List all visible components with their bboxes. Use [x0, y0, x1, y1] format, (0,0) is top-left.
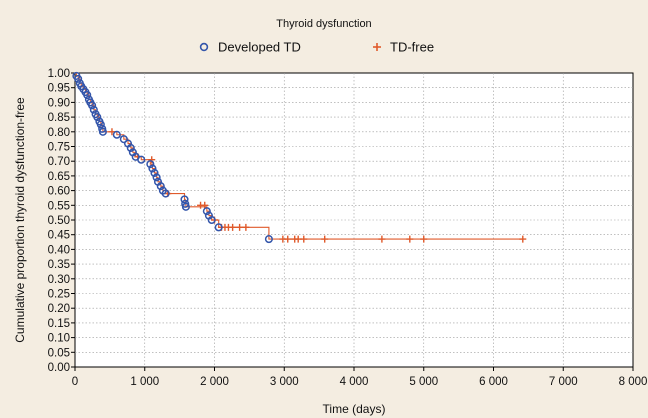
- y-tick-label: 0.55: [48, 200, 70, 212]
- y-tick-label: 0.50: [48, 215, 70, 227]
- developed-td-point: [264, 235, 273, 244]
- developed-td-point: [83, 91, 92, 100]
- td-free-point: [201, 201, 209, 209]
- legend-label-td-free: TD-free: [390, 40, 434, 55]
- grid: [75, 73, 633, 367]
- developed-td-point: [207, 215, 216, 225]
- x-tick-labels: 0 1 000 2 000 3 000 4 000 5 000 6 000 7 000 8 00…: [72, 376, 648, 388]
- x-tick-label: 4 000: [340, 376, 369, 388]
- y-tick-label: 0.70: [48, 156, 70, 168]
- developed-td-point: [126, 143, 135, 153]
- y-tick-label: 0.65: [48, 171, 70, 183]
- legend-marker-developed-td: [199, 42, 209, 52]
- x-axis-label: Time (days): [323, 402, 386, 416]
- y-tick-label: 0.10: [48, 333, 70, 345]
- developed-td-point: [214, 223, 223, 232]
- developed-td-point: [180, 195, 189, 204]
- x-tick-label: 1 000: [130, 376, 159, 388]
- developed-td-point: [88, 101, 97, 110]
- td-free-point: [229, 223, 237, 231]
- legend-title: Thyroid dysfunction: [276, 18, 371, 30]
- x-tick-label: 0: [72, 376, 78, 388]
- x-tick-label: 7 000: [549, 376, 578, 388]
- developed-td-point: [152, 173, 161, 182]
- developed-td-point: [119, 135, 128, 144]
- td-free-point: [321, 235, 329, 243]
- y-tick-label: 0.30: [48, 274, 70, 286]
- y-tick-label: 1.00: [48, 68, 70, 80]
- ticks: [71, 72, 634, 371]
- td-free-point: [378, 235, 386, 243]
- x-tick-label: 5 000: [409, 376, 438, 388]
- y-tick-label: 0.95: [48, 83, 70, 95]
- developed-td-point: [156, 182, 165, 191]
- x-tick-label: 6 000: [479, 376, 508, 388]
- developed-td-point: [146, 160, 155, 169]
- developed-td-point: [74, 74, 83, 83]
- developed-td-point: [96, 120, 105, 129]
- developed-td-point: [98, 127, 107, 136]
- developed-td-point: [137, 155, 146, 164]
- y-tick-label: 0.60: [48, 186, 70, 198]
- y-tick-label: 0.45: [48, 230, 70, 242]
- x-tick-label: 8 000: [619, 376, 648, 388]
- td-free-point: [242, 223, 250, 231]
- td-free-point: [236, 223, 244, 231]
- y-tick-label: 0.15: [48, 318, 70, 330]
- series-developed-td: [72, 71, 273, 244]
- developed-td-point: [181, 202, 190, 211]
- developed-td-point: [89, 105, 98, 114]
- y-tick-label: 0.80: [48, 127, 70, 139]
- x-tick-label: 3 000: [270, 376, 299, 388]
- td-free-point: [420, 235, 428, 243]
- y-tick-label: 0.90: [48, 97, 70, 109]
- y-tick-labels: 0.00 0.05 0.10 0.15 0.20 0.25 0.30 0.35 0.40 0.45…: [48, 68, 70, 374]
- developed-td-point: [150, 168, 159, 178]
- y-tick-label: 0.20: [48, 303, 70, 315]
- y-tick-label: 0.35: [48, 259, 70, 271]
- legend: Developed TD TD-free: [199, 40, 434, 55]
- developed-td-point: [148, 164, 157, 173]
- x-tick-label: 2 000: [200, 376, 229, 388]
- y-tick-label: 0.25: [48, 289, 70, 301]
- survival-curve: [75, 72, 523, 240]
- legend-marker-td-free: [373, 43, 381, 51]
- y-tick-label: 0.85: [48, 112, 70, 124]
- td-free-point: [284, 235, 292, 243]
- y-tick-label: 0.05: [48, 347, 70, 359]
- y-axis-label: Cumulative proportion thyroid dysfunctio…: [13, 97, 27, 343]
- td-free-point: [148, 156, 156, 164]
- developed-td-point: [202, 207, 211, 216]
- td-free-point: [300, 235, 308, 243]
- y-tick-label: 0.75: [48, 142, 70, 154]
- developed-td-point: [161, 189, 170, 198]
- y-tick-label: 0.00: [48, 362, 70, 374]
- developed-td-point: [112, 130, 121, 139]
- td-free-point: [406, 235, 414, 243]
- developed-td-point: [93, 113, 102, 122]
- y-tick-label: 0.40: [48, 244, 70, 256]
- legend-label-developed-td: Developed TD: [218, 40, 301, 55]
- td-free-point: [519, 235, 527, 243]
